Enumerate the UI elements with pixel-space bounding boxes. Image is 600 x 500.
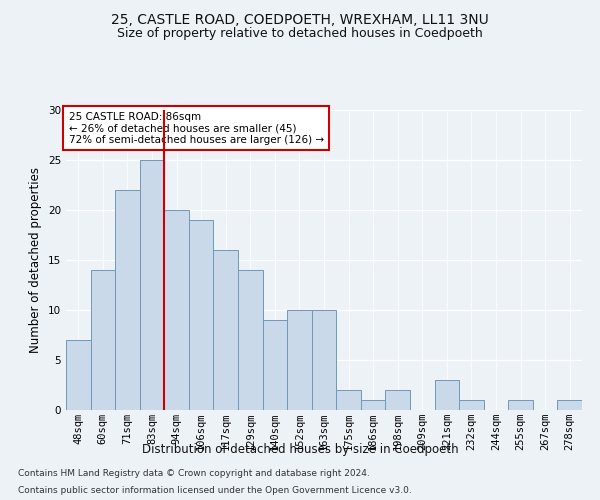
Bar [66, 340, 91, 410]
Bar [238, 270, 263, 410]
Bar [361, 400, 385, 410]
Bar [508, 400, 533, 410]
Bar [214, 250, 238, 410]
Bar [385, 390, 410, 410]
Text: Contains HM Land Registry data © Crown copyright and database right 2024.: Contains HM Land Registry data © Crown c… [18, 468, 370, 477]
Text: 25 CASTLE ROAD: 86sqm
← 26% of detached houses are smaller (45)
72% of semi-deta: 25 CASTLE ROAD: 86sqm ← 26% of detached … [68, 112, 324, 144]
Text: Size of property relative to detached houses in Coedpoeth: Size of property relative to detached ho… [117, 28, 483, 40]
Bar [557, 400, 582, 410]
Bar [263, 320, 287, 410]
Text: Contains public sector information licensed under the Open Government Licence v3: Contains public sector information licen… [18, 486, 412, 495]
Bar [189, 220, 214, 410]
Bar [115, 190, 140, 410]
Text: 25, CASTLE ROAD, COEDPOETH, WREXHAM, LL11 3NU: 25, CASTLE ROAD, COEDPOETH, WREXHAM, LL1… [111, 12, 489, 26]
Bar [91, 270, 115, 410]
Bar [140, 160, 164, 410]
Bar [312, 310, 336, 410]
Bar [287, 310, 312, 410]
Bar [336, 390, 361, 410]
Bar [459, 400, 484, 410]
Bar [434, 380, 459, 410]
Bar [164, 210, 189, 410]
Y-axis label: Number of detached properties: Number of detached properties [29, 167, 43, 353]
Text: Distribution of detached houses by size in Coedpoeth: Distribution of detached houses by size … [142, 442, 458, 456]
